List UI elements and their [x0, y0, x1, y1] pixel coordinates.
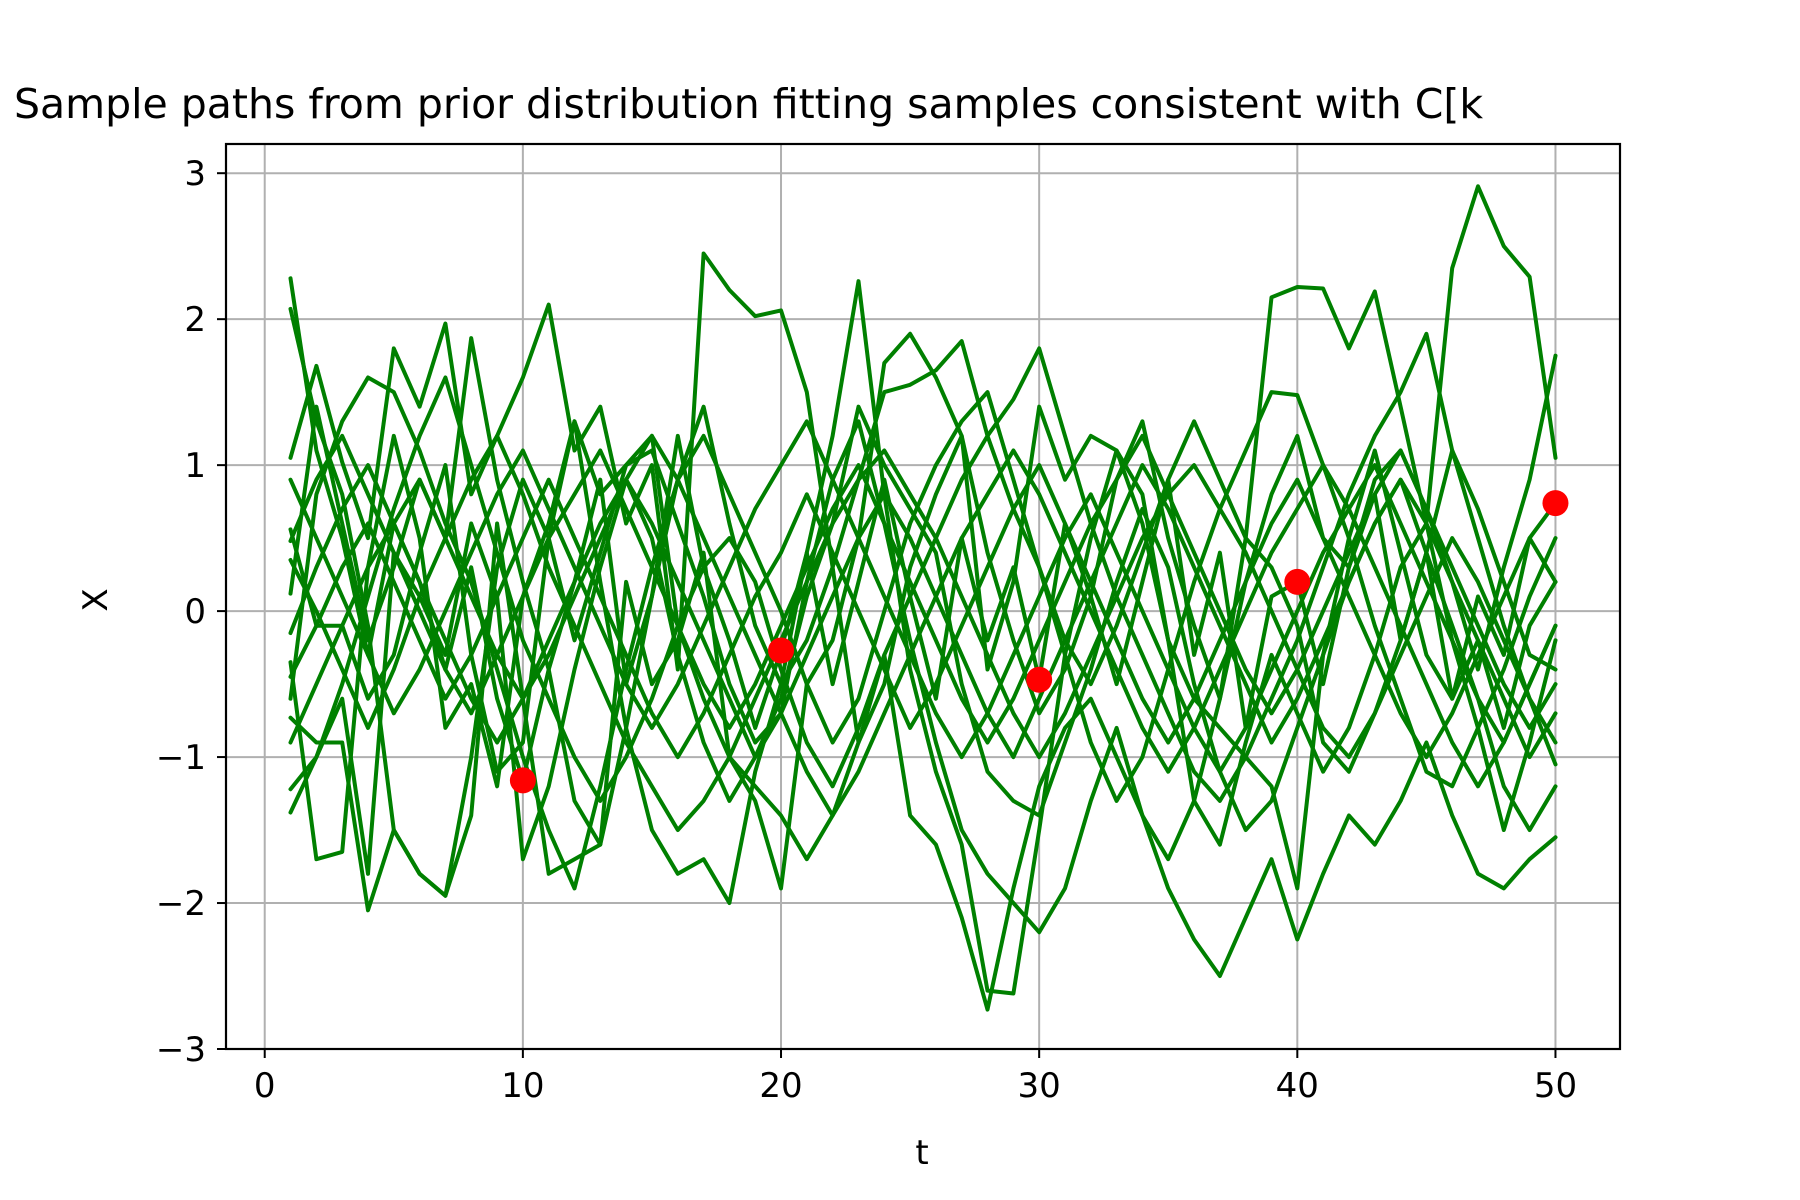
sample-path-line — [288, 184, 1558, 847]
observation-marker — [1026, 666, 1053, 693]
y-tick-label: −2 — [156, 884, 206, 924]
sample-path-line — [288, 463, 1558, 760]
sample-paths — [288, 184, 1558, 1012]
observation-marker — [1542, 490, 1569, 517]
x-tick-label: 40 — [1276, 1066, 1319, 1106]
y-tick-label: −1 — [156, 738, 206, 778]
y-tick-label: 2 — [184, 300, 206, 340]
chart-title: Sample paths from prior distribution fit… — [14, 80, 1483, 128]
sample-path-line — [288, 375, 1558, 891]
observation-marker — [509, 767, 536, 794]
x-tick-label: 10 — [501, 1066, 544, 1106]
axis-ticks: 0 10 20 30 40 50 −3 −2 −1 0 1 2 3 — [156, 154, 1577, 1106]
plot-frame — [224, 142, 1622, 1051]
x-tick-label: 0 — [254, 1066, 276, 1106]
observed-points — [509, 490, 1569, 794]
sample-path-line — [288, 433, 1558, 818]
y-tick-label: 0 — [184, 592, 206, 632]
sample-path-line — [288, 419, 1558, 774]
sample-path-line — [288, 419, 1558, 1012]
observation-marker — [768, 637, 795, 664]
sample-path-line — [288, 279, 1558, 996]
sample-path-line — [288, 433, 1558, 832]
y-tick-label: 3 — [184, 154, 206, 194]
x-axis-label: t — [915, 1133, 928, 1173]
sample-path-line — [288, 433, 1558, 745]
y-axis-label: X — [76, 588, 116, 611]
x-tick-label: 50 — [1534, 1066, 1577, 1106]
y-tick-label: 1 — [184, 446, 206, 486]
observation-marker — [1284, 568, 1311, 595]
y-tick-label: −3 — [156, 1030, 206, 1070]
sample-path-line — [288, 419, 1558, 978]
x-tick-label: 30 — [1018, 1066, 1061, 1106]
x-tick-label: 20 — [759, 1066, 802, 1106]
